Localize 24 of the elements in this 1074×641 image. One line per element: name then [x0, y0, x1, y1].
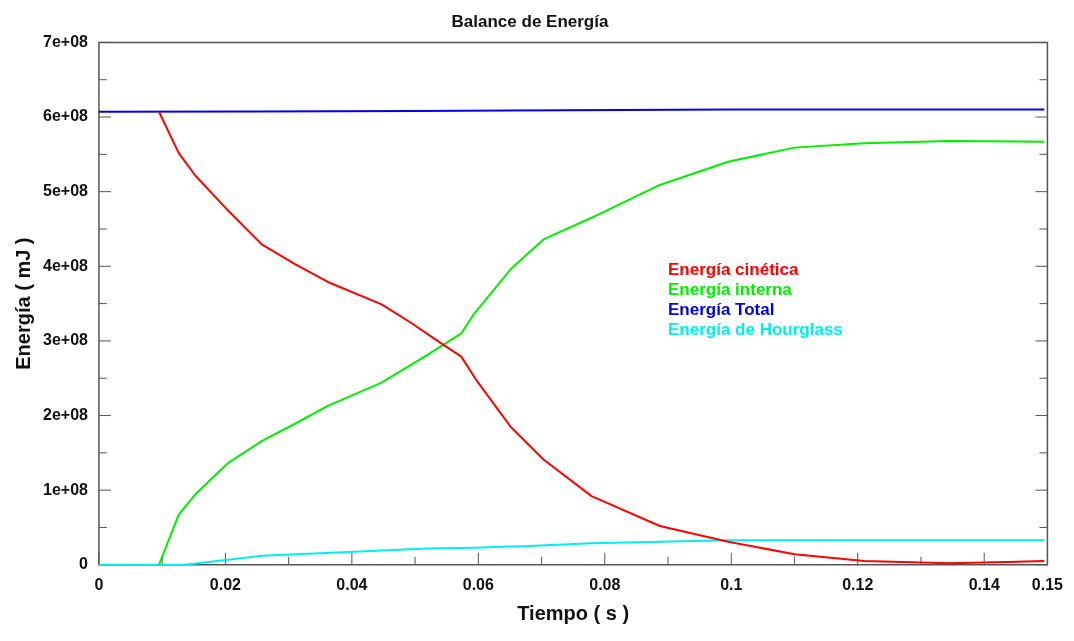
- text: Energía Total: [668, 300, 775, 319]
- x-tick-label: 0.1: [720, 575, 743, 593]
- text: Energía cinética: [668, 260, 799, 279]
- y-tick-label: 5e+08: [43, 182, 89, 200]
- x-tick-label: 0.15: [1031, 575, 1064, 593]
- x-tick-label: 0: [94, 575, 104, 593]
- y-tick-label: 4e+08: [43, 256, 89, 274]
- y-tick-label: 6e+08: [43, 107, 89, 125]
- y-tick-label: 0: [79, 555, 89, 573]
- y-tick-label: 7e+08: [43, 32, 89, 50]
- x-tick-label: 0.06: [462, 575, 495, 593]
- x-tick-label: 0.08: [589, 575, 621, 593]
- x-tick-label: 0.04: [336, 575, 368, 593]
- x-tick-label: 0.12: [842, 575, 874, 593]
- x-tick-label: 0.14: [968, 575, 1000, 593]
- text: Energía interna: [668, 280, 793, 299]
- x-axis-title: Tiempo ( s ): [517, 601, 630, 624]
- text: Energía de Hourglass: [668, 320, 843, 339]
- chart-title: Balance de Energía: [451, 11, 609, 31]
- x-tick-label: 0.02: [209, 575, 242, 593]
- y-tick-label: 2e+08: [43, 405, 89, 423]
- y-axis-title: Energía ( mJ ): [11, 237, 34, 370]
- y-tick-label: 3e+08: [43, 331, 89, 349]
- y-tick-label: 1e+08: [43, 480, 89, 498]
